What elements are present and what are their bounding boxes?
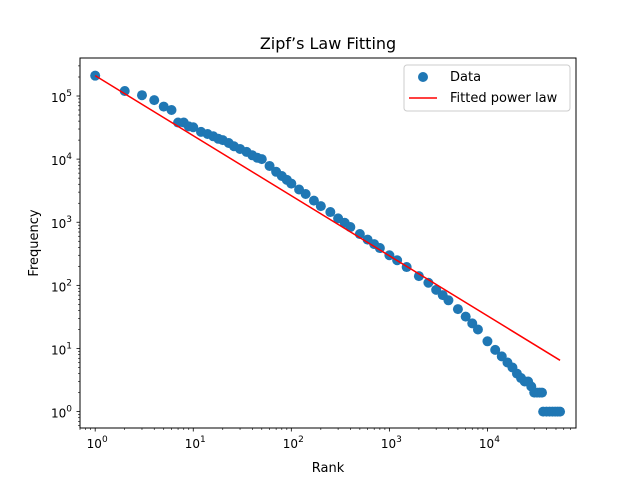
x-axis-label: Rank: [312, 461, 345, 476]
data-point: [188, 122, 199, 133]
data-point: [300, 189, 311, 200]
legend-marker-data: [418, 72, 428, 82]
ticks-layer: 100 101 102 103 104 100 101 102 103 104 105: [51, 65, 571, 451]
data-point: [413, 271, 424, 282]
data-point: [460, 311, 471, 322]
x-tick-label: 104: [479, 435, 500, 451]
x-tick-label: 102: [283, 435, 304, 451]
y-tick-label: 101: [51, 341, 72, 357]
data-point: [536, 387, 547, 398]
data-point: [482, 336, 493, 347]
data-point: [256, 154, 267, 165]
data-point: [315, 201, 326, 212]
legend-label-fit: Fitted power law: [450, 91, 558, 106]
data-point: [149, 95, 160, 106]
y-tick-label: 102: [51, 278, 72, 294]
data-point: [286, 178, 297, 189]
legend: Data Fitted power law: [403, 64, 571, 112]
series-data: [90, 70, 566, 417]
y-axis-label: Frequency: [27, 209, 42, 276]
y-tick-label: 104: [51, 152, 72, 168]
data-point: [555, 406, 566, 417]
y-tick-label: 105: [51, 89, 72, 105]
x-tick-label: 100: [87, 435, 108, 451]
data-point: [423, 277, 434, 288]
fitted-power-law-line: [94, 75, 561, 361]
data-layer: [90, 70, 566, 417]
x-tick-label: 103: [381, 435, 402, 451]
y-tick-label: 100: [51, 405, 72, 421]
data-point: [443, 295, 454, 306]
data-point: [119, 86, 130, 96]
data-point: [158, 101, 169, 112]
data-point: [374, 243, 385, 254]
data-point: [472, 324, 483, 335]
x-tick-label: 101: [185, 435, 206, 451]
data-point: [136, 90, 147, 101]
chart-title: Zipf’s Law Fitting: [260, 34, 396, 53]
data-point: [264, 160, 275, 171]
y-tick-label: 103: [51, 215, 72, 231]
legend-label-data: Data: [450, 70, 481, 85]
legend-box: [403, 64, 571, 112]
data-point: [308, 195, 319, 206]
axes-frame: [79, 57, 577, 429]
data-point: [325, 207, 336, 218]
data-point: [452, 304, 463, 315]
data-point: [166, 105, 177, 116]
data-point: [490, 344, 501, 355]
